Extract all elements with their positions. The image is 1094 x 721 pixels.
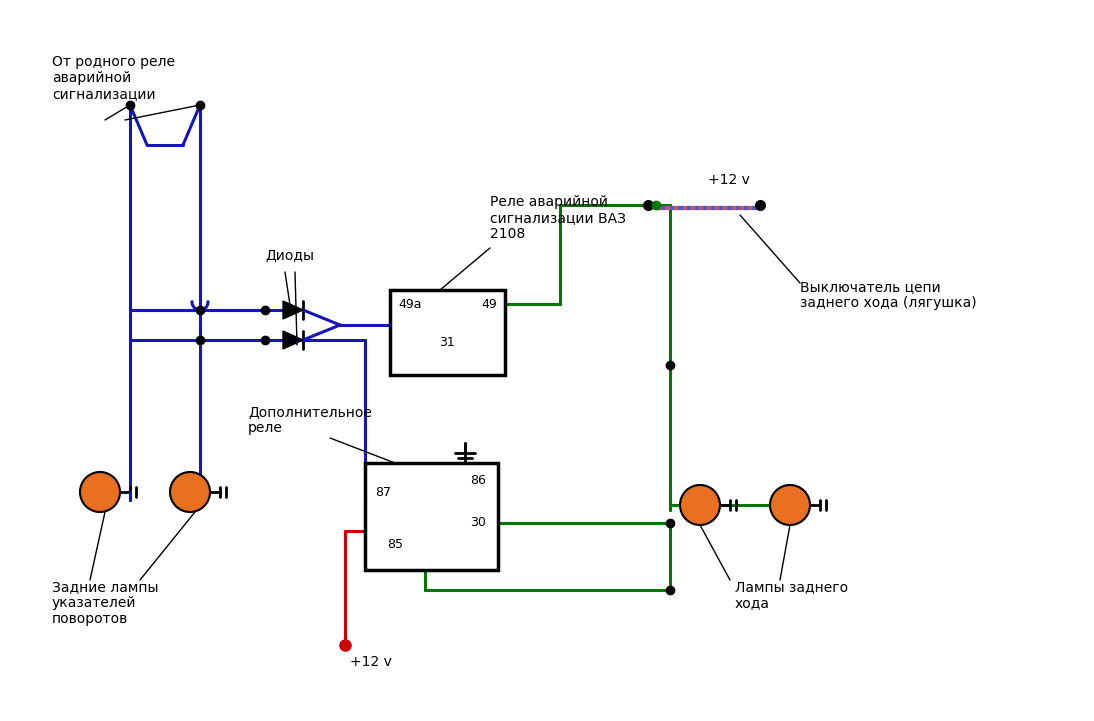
Circle shape [170,472,210,512]
Polygon shape [283,301,303,319]
Bar [365,463,498,570]
Text: Реле аварийной
сигнализации ВАЗ
2108: Реле аварийной сигнализации ВАЗ 2108 [490,195,626,242]
Text: +12 v: +12 v [350,655,392,669]
Text: Задние лампы
указателей
поворотов: Задние лампы указателей поворотов [53,580,159,627]
Text: Диоды: Диоды [265,248,314,262]
Text: Выключатель цепи
заднего хода (лягушка): Выключатель цепи заднего хода (лягушка) [800,280,977,310]
Text: 87: 87 [375,487,391,500]
Text: Лампы заднего
хода: Лампы заднего хода [735,580,848,610]
Circle shape [680,485,720,525]
Circle shape [770,485,810,525]
Text: 86: 86 [470,474,486,487]
Text: 30: 30 [470,516,486,529]
Text: От родного реле
аварийной
сигнализации: От родного реле аварийной сигнализации [53,55,175,102]
Text: 85: 85 [387,539,403,552]
Text: 31: 31 [439,335,455,348]
Text: Дополнительное
реле: Дополнительное реле [248,405,372,435]
Circle shape [80,472,120,512]
Text: 49: 49 [481,298,497,311]
Text: +12 v: +12 v [708,173,749,187]
Polygon shape [283,331,303,349]
Text: 49a: 49a [398,298,421,311]
Bar [389,290,505,375]
